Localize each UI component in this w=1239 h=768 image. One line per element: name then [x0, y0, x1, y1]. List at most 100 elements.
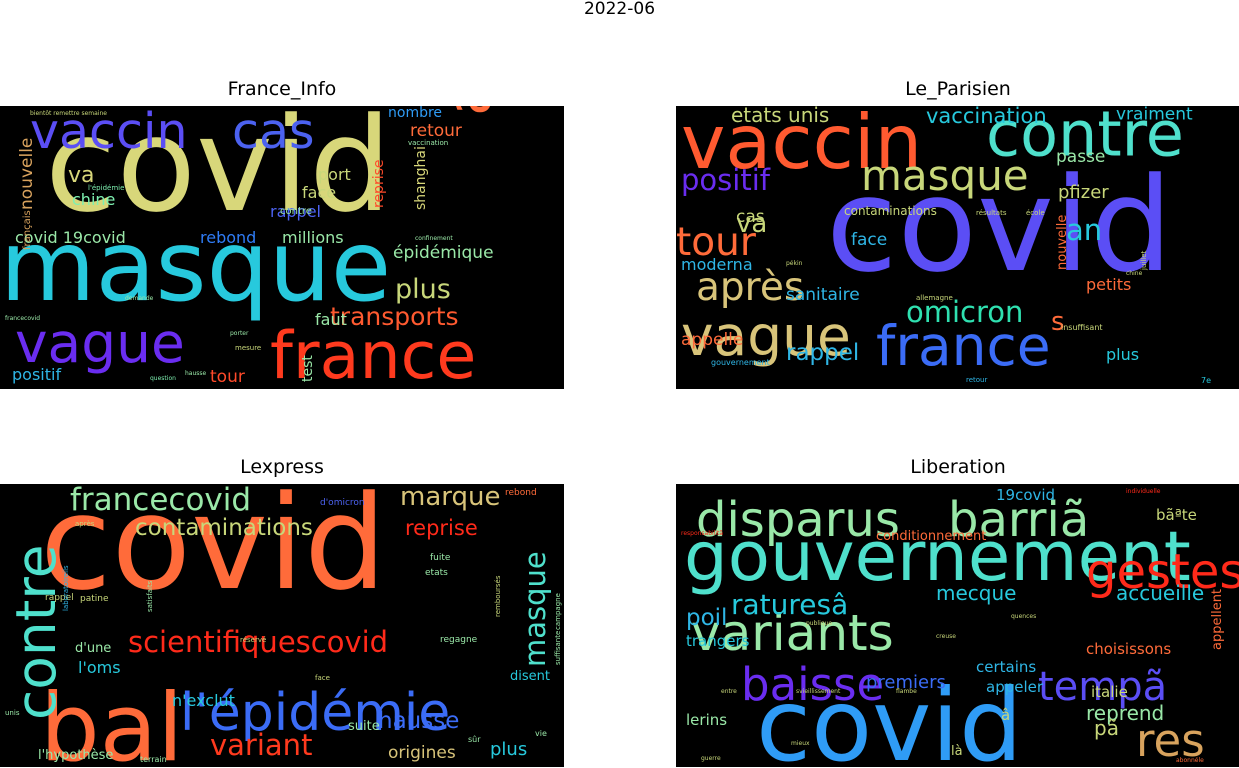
figure-title: 2022-06 — [583, 0, 656, 19]
word-plus: plus — [490, 739, 527, 760]
word-tempã: tempã — [1038, 664, 1167, 710]
word-millions: millions — [282, 228, 344, 247]
panel-title: Liberation — [910, 456, 1006, 478]
word-disparus: disparus — [696, 492, 900, 548]
word-francecovid: francecovid — [5, 315, 40, 322]
word-â: â — [1001, 706, 1010, 724]
word-l'épidémie: l'épidémie — [88, 184, 124, 192]
word-covid: covid — [45, 106, 392, 241]
word-covid: covid — [826, 149, 1173, 301]
word-fuite: fuite — [430, 553, 451, 563]
panel-liberation: Liberation gouvernement covid disparus barr… — [676, 456, 1239, 768]
word-rebond: rebond — [505, 488, 537, 498]
word-omicron: omicron — [906, 295, 1023, 329]
word-va: va — [736, 209, 767, 239]
word-patine: patine — [80, 594, 109, 604]
word-rappel: rappel — [270, 202, 321, 221]
word-test: test — [300, 355, 316, 382]
word-variants: variants — [691, 604, 894, 662]
word-s: s — [1051, 307, 1065, 337]
word-regagne: regagne — [440, 635, 478, 645]
word-vaccin: vaccin — [30, 106, 188, 160]
word-suite: suite — [348, 719, 380, 734]
word-gestes: gestes — [1086, 544, 1239, 600]
word-réservé: réservé — [240, 636, 266, 644]
word-retour: retour — [966, 376, 987, 384]
word-chine: chine — [72, 190, 115, 209]
word-plus: plus — [1106, 345, 1139, 364]
word-port: port — [318, 165, 351, 184]
word-baisse: baisse — [741, 658, 884, 711]
word-là: là — [951, 744, 963, 759]
word-etats-unis: etats unis — [731, 106, 829, 127]
word-terrain: terrain — [140, 755, 167, 764]
word-pfizer: pfizer — [1058, 182, 1109, 203]
word-face: face — [851, 230, 887, 250]
word-individuelle: individuelle — [1126, 488, 1161, 495]
word-porter: porter — [230, 330, 249, 337]
word-france: france — [876, 314, 1051, 378]
word-cloud: covid vaccin contre masque vague france tour po… — [676, 106, 1239, 389]
word-an: an — [1066, 213, 1102, 247]
word-quences: quences — [1011, 613, 1036, 620]
word-reprise: reprise — [371, 159, 387, 208]
word-face: face — [315, 674, 330, 682]
word-cas: cas — [232, 106, 315, 160]
word-appellent: appellent — [1210, 589, 1225, 650]
word-l'hypothèse: l'hypothèse — [38, 748, 113, 763]
word-bal: bal — [40, 674, 183, 767]
word-sûr: sûr — [468, 735, 481, 744]
word-après: après — [696, 265, 804, 310]
word-contre: contre — [986, 106, 1184, 171]
word-barriã: barriã — [948, 492, 1089, 548]
word-origines: origines — [388, 743, 456, 763]
word-shanghai: shanghai — [413, 146, 429, 210]
word-raturesâ: raturesâ — [731, 588, 848, 621]
panel-lexpress: Lexpress covid bal l'épidémie contre francec… — [0, 456, 564, 768]
word-sanitaire: sanitaire — [786, 285, 860, 305]
word-positif: positif — [12, 365, 61, 384]
word-conditionnement: conditionnement — [876, 529, 986, 544]
word-res: res — [1136, 714, 1205, 767]
word-moderna: moderna — [681, 255, 753, 274]
panel-title: Lexpress — [240, 456, 324, 478]
word-vie: vie — [535, 729, 547, 738]
word-d'une: d'une — [75, 641, 111, 656]
word-insuffisant: insuffisant — [1061, 323, 1103, 332]
word-mieux: mieux — [791, 740, 810, 747]
word-allemagne: allemagne — [916, 294, 953, 302]
word-premiers: premiers — [866, 672, 946, 693]
word-rebond: rebond — [200, 228, 256, 247]
word-après: après — [75, 520, 95, 528]
word-svieillissement: svieillissement — [796, 688, 841, 695]
word-passe: passe — [1056, 147, 1105, 167]
word-covid: covid — [756, 667, 1023, 767]
word-bientôt-remettre-semaine: bientôt remettre semaine — [30, 110, 107, 117]
word-disent: disent — [510, 669, 550, 684]
word-vaccin: vaccin — [681, 106, 922, 186]
word-francecovid: francecovid — [70, 484, 251, 518]
word-nouvelle: nouvelle — [1055, 215, 1070, 270]
word-lerins: lerins — [686, 711, 727, 729]
word-français: français — [22, 210, 33, 250]
word-petits: petits — [1086, 275, 1131, 294]
word-mecque: mecque — [936, 581, 1016, 605]
word-abonnéle: abonnéle — [1176, 757, 1204, 764]
word-nombre: nombre — [388, 106, 442, 121]
word-plus: plus — [395, 274, 451, 305]
word-contre: contre — [4, 544, 68, 720]
panel-title: France_Info — [227, 78, 337, 100]
word-etats: etats — [425, 568, 448, 578]
word-masque: masque — [518, 551, 552, 667]
word-guerre: guerre — [701, 755, 721, 762]
word-poil: poil — [686, 605, 727, 631]
word-hausse: hausse — [378, 708, 459, 734]
word-tour: tour — [676, 220, 757, 265]
word-covid-19covid: covid 19covid — [15, 228, 126, 247]
word-tour: tour — [210, 367, 245, 387]
